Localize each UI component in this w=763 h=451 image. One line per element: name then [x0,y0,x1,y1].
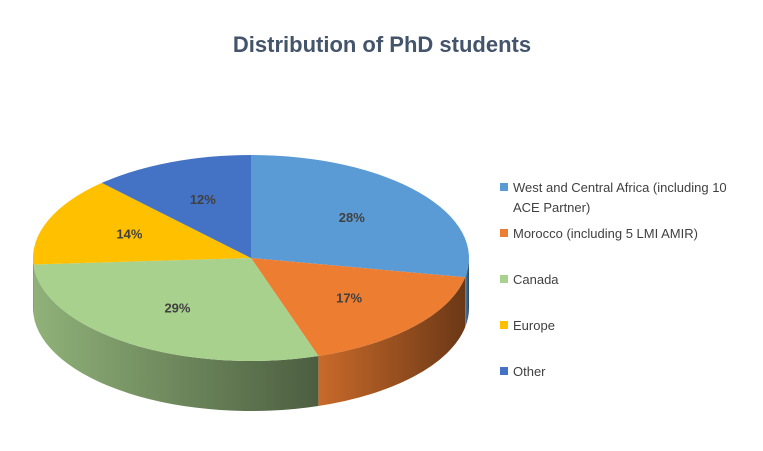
legend-item: West and Central Africa (including 10 AC… [500,178,750,224]
legend-swatch [500,275,508,283]
pie-slice [33,258,319,362]
legend-item: Morocco (including 5 LMI AMIR) [500,224,750,270]
legend-item: Canada [500,270,750,316]
data-label: 17% [336,290,362,305]
data-label: 29% [164,301,190,316]
legend-label: Other [513,364,546,379]
data-label: 14% [116,227,142,242]
legend-label: West and Central Africa (including 10 AC… [513,180,727,215]
legend-swatch [500,183,508,191]
pie-slice [251,155,470,278]
legend-swatch [500,367,508,375]
pie-slice [101,155,252,258]
pie-slice [251,258,466,356]
legend-label: Europe [513,318,555,333]
slice-side [465,258,469,328]
legend-label: Morocco (including 5 LMI AMIR) [513,226,698,241]
pie-slice [33,182,251,265]
legend-swatch [500,321,508,329]
data-label: 12% [190,192,216,207]
slice-side [318,277,466,406]
legend-swatch [500,229,508,237]
chart-title: Distribution of PhD students [233,32,531,57]
legend-item: Europe [500,316,750,362]
legend: West and Central Africa (including 10 AC… [500,178,750,408]
legend-label: Canada [513,272,559,287]
legend-item: Other [500,362,750,408]
slice-side [33,264,319,412]
data-label: 28% [339,210,365,225]
